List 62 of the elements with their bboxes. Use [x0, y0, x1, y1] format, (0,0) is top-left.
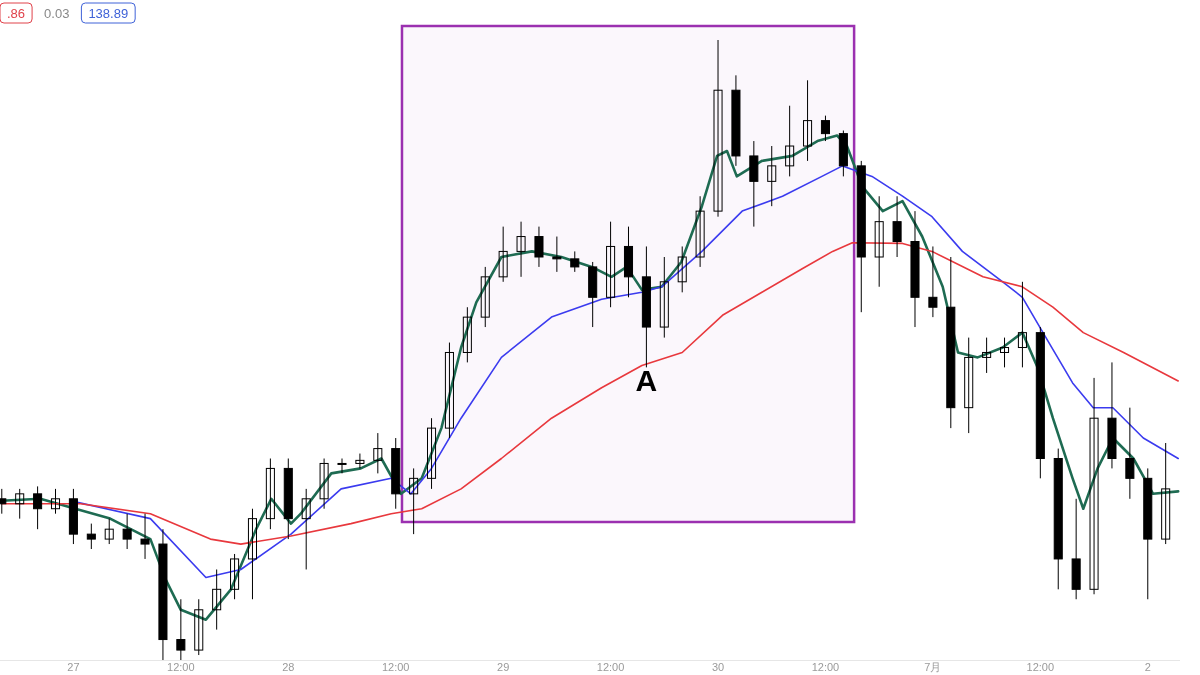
candlestick: [104, 518, 114, 545]
candlestick: [964, 337, 974, 434]
candlestick: [247, 508, 257, 600]
candlestick: [498, 226, 508, 283]
candlestick: [928, 245, 938, 318]
candlestick: [820, 115, 830, 142]
candlestick: [33, 485, 43, 530]
candlestick: [552, 236, 562, 273]
x-tick-label: 7月: [924, 661, 942, 673]
candlestick: [677, 245, 687, 293]
x-tick-label: 12:00: [811, 661, 840, 673]
candlestick: [982, 337, 992, 374]
x-tick-label: 27: [67, 661, 80, 673]
x-tick-label: 12:00: [167, 661, 195, 673]
candlestick: [606, 221, 616, 308]
x-tick-label: 30: [711, 661, 725, 673]
candlestick: [427, 417, 437, 490]
candlestick: [140, 513, 150, 560]
candlestick: [319, 458, 329, 510]
candlestick: [999, 337, 1010, 368]
candlestick: [767, 145, 777, 207]
candlestick: [713, 39, 723, 218]
candlestick: [462, 306, 472, 363]
candlestick: [122, 513, 132, 550]
candlestick: [337, 458, 347, 474]
candlestick: [659, 256, 669, 339]
candlestick: [874, 195, 884, 288]
candlestick: [892, 195, 902, 258]
candlestick: [534, 226, 544, 268]
candlestick: [212, 568, 222, 631]
candlestick: [1161, 442, 1171, 545]
candlestick: [803, 79, 813, 162]
text: .86: [7, 6, 26, 21]
candlestick: [86, 523, 96, 550]
candlestick: [1089, 377, 1099, 595]
candlestick: [301, 488, 311, 570]
candlestick: [1125, 407, 1135, 500]
x-tick-label: 28: [282, 661, 295, 673]
candlestick: [176, 598, 186, 660]
candlestick: [785, 105, 795, 177]
candlestick: [265, 458, 275, 530]
text: 138.89: [88, 6, 129, 21]
x-tick-label: 29: [497, 661, 510, 673]
candlestick: [194, 598, 204, 656]
candlestick: [409, 467, 419, 535]
candlestick: [15, 488, 25, 520]
candlestick: [444, 342, 454, 439]
candlestick: [373, 432, 383, 474]
text: 0.03: [44, 6, 70, 21]
candlestick: [516, 221, 526, 278]
candlestick: [695, 195, 705, 268]
candlestick: [355, 453, 365, 469]
candlestick: [480, 266, 490, 328]
x-tick-label: 12:00: [596, 661, 625, 673]
candlestick: [230, 553, 240, 600]
x-tick-label: 2: [1144, 661, 1151, 673]
candlestick: [50, 488, 61, 515]
candlestick: [570, 250, 580, 273]
annotation: A: [635, 364, 658, 398]
x-tick-label: 12:00: [381, 661, 410, 673]
x-tick-label: 12:00: [1026, 661, 1055, 673]
candlestick: [1017, 281, 1027, 368]
